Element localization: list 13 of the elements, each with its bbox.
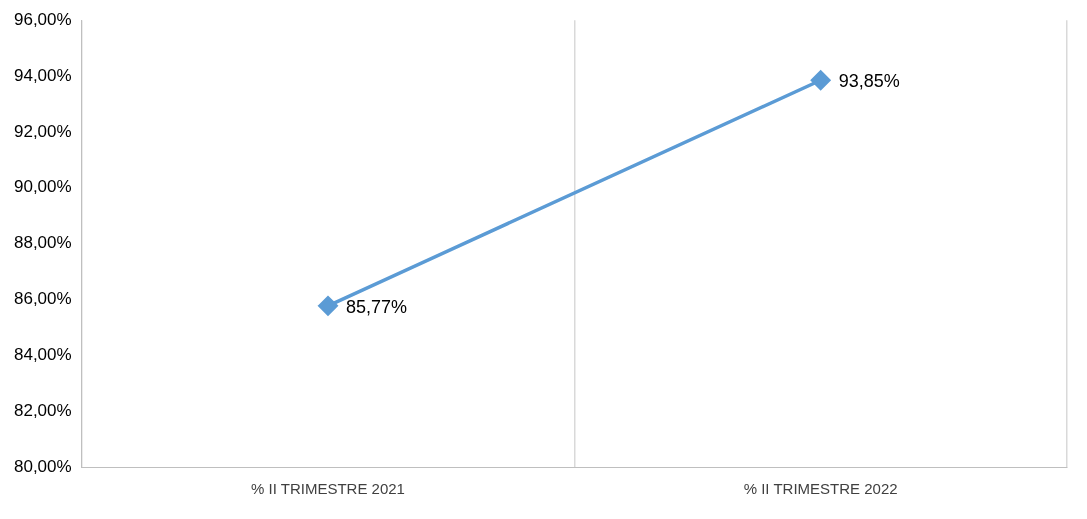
y-tick-label: 88,00% [13, 233, 72, 253]
x-tick-label: % II TRIMESTRE 2021 [251, 480, 405, 498]
y-tick-label: 92,00% [13, 121, 72, 141]
data-label: 93,85% [838, 71, 900, 92]
y-tick-label: 90,00% [13, 177, 72, 197]
y-tick-label: 82,00% [13, 400, 72, 420]
y-tick-label: 84,00% [13, 344, 72, 364]
y-tick-label: 86,00% [13, 289, 72, 309]
y-tick-label: 80,00% [13, 456, 72, 476]
y-tick-label: 96,00% [13, 9, 72, 29]
x-tick-label: % II TRIMESTRE 2022 [743, 480, 898, 498]
y-tick-label: 94,00% [13, 65, 72, 85]
data-label: 85,77% [345, 296, 408, 317]
